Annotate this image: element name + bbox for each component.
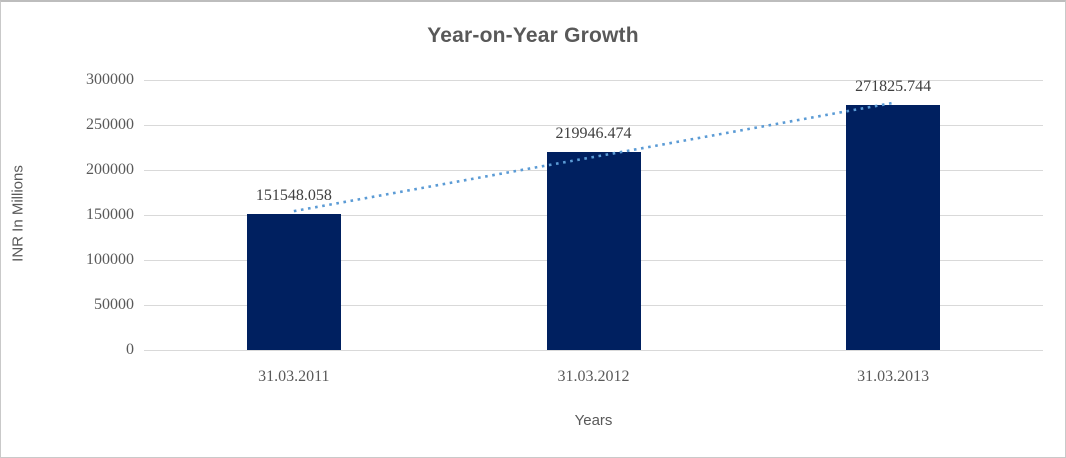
ytick-label-300000: 300000 [86,71,134,88]
category-label-31.03.2013: 31.03.2013 [857,368,930,385]
bar-31.03.2013 [846,105,941,350]
data-label-31.03.2011: 151548.058 [255,186,332,204]
chart-title: Year-on-Year Growth [427,24,639,47]
ytick-label-50000: 50000 [94,296,134,313]
category-label-31.03.2011: 31.03.2011 [258,368,330,385]
x-axis-title: Years [574,412,613,429]
category-label-31.03.2012: 31.03.2012 [557,368,630,385]
ytick-label-100000: 100000 [86,251,134,268]
ytick-label-200000: 200000 [86,161,134,178]
data-label-31.03.2013: 271825.744 [855,78,932,96]
data-label-31.03.2012: 219946.474 [555,125,632,143]
ytick-label-250000: 250000 [86,116,134,133]
bar-31.03.2011 [246,213,341,350]
ytick-label-150000: 150000 [86,206,134,223]
ytick-label-0: 0 [126,341,134,358]
gridline-0 [144,349,1043,351]
gridline-300000 [144,79,1043,81]
bar-31.03.2012 [546,152,641,350]
